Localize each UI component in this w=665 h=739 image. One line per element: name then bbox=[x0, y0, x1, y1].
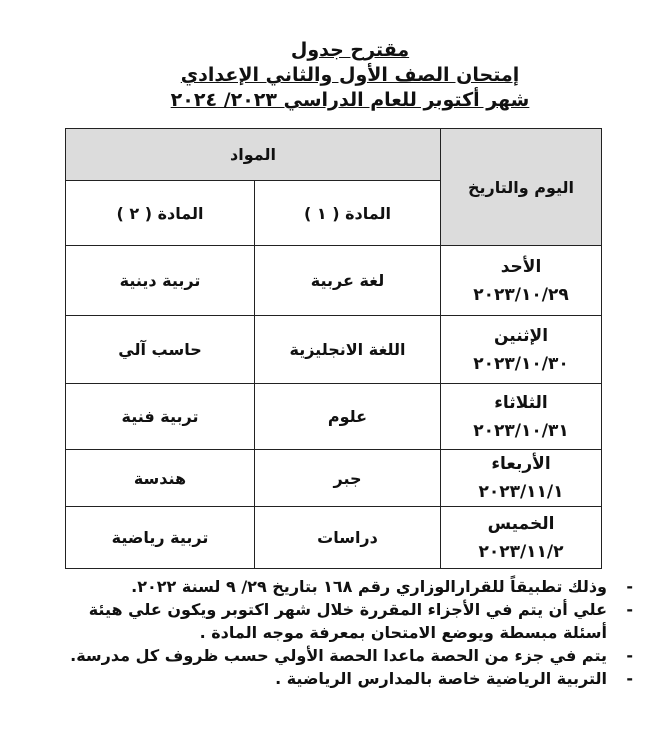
table-row: الخميس ٢٠٢٣/١١/٢ دراسات تربية رياضية bbox=[65, 506, 602, 569]
table-row: الإثنين ٢٠٢٣/١٠/٣٠ اللغة الانجليزية حاسب … bbox=[65, 315, 602, 384]
title-line-2: إمتحان الصف الأول والثاني الإعدادي bbox=[180, 64, 520, 86]
bullet: - bbox=[626, 646, 633, 665]
date: ٢٠٢٣/١٠/٢٩ bbox=[473, 284, 569, 305]
bullet: - bbox=[626, 669, 633, 688]
subject-1-cell: جبر bbox=[254, 449, 441, 507]
header-subject-1: المادة ( ١ ) bbox=[254, 180, 441, 246]
bullet: - bbox=[626, 600, 633, 619]
subject-1-cell: دراسات bbox=[254, 506, 441, 569]
note-item: - التربية الرياضية خاصة بالمدارس الرياضية… bbox=[40, 667, 637, 690]
day-date-cell: الخميس ٢٠٢٣/١١/٢ bbox=[440, 506, 602, 569]
day-date-cell: الإثنين ٢٠٢٣/١٠/٣٠ bbox=[440, 315, 602, 384]
document-title-block: مقترح جدول إمتحان الصف الأول والثاني الإ… bbox=[140, 38, 560, 113]
date: ٢٠٢٣/١٠/٣١ bbox=[473, 420, 569, 441]
note-item: - يتم في جزء من الحصة ماعدا الحصة الأولي … bbox=[40, 644, 637, 667]
day-date-cell: الأحد ٢٠٢٣/١٠/٢٩ bbox=[440, 245, 602, 316]
subject-2-cell: تربية رياضية bbox=[65, 506, 255, 569]
exam-schedule-table: اليوم والتاريخ المواد المادة ( ١ ) الماد… bbox=[65, 128, 602, 569]
day: الخميس bbox=[487, 513, 555, 534]
subject-1-cell: علوم bbox=[254, 383, 441, 450]
table-row: الأربعاء ٢٠٢٣/١١/١ جبر هندسة bbox=[65, 449, 602, 507]
day: الإثنين bbox=[493, 325, 549, 346]
note-text: علي أن يتم في الأجزاء المقررة خلال شهر ا… bbox=[88, 600, 607, 642]
subject-2-cell: تربية فنية bbox=[65, 383, 255, 450]
date: ٢٠٢٣/١٠/٣٠ bbox=[473, 353, 569, 374]
subject-2-cell: حاسب آلي bbox=[65, 315, 255, 384]
header-day-date: اليوم والتاريخ bbox=[440, 128, 602, 246]
note-text: التربية الرياضية خاصة بالمدارس الرياضية … bbox=[275, 669, 607, 688]
header-subjects: المواد bbox=[65, 128, 441, 181]
title-line-3: شهر أكتوبر للعام الدراسي ٢٠٢٣/ ٢٠٢٤ bbox=[170, 89, 530, 111]
bullet: - bbox=[626, 577, 633, 596]
table-row: الأحد ٢٠٢٣/١٠/٢٩ لغة عربية تربية دينية bbox=[65, 245, 602, 316]
note-item: - علي أن يتم في الأجزاء المقررة خلال شهر … bbox=[40, 598, 637, 644]
day-date-cell: الأربعاء ٢٠٢٣/١١/١ bbox=[440, 449, 602, 507]
title-line-1: مقترح جدول bbox=[290, 39, 410, 61]
note-text: يتم في جزء من الحصة ماعدا الحصة الأولي ح… bbox=[70, 646, 607, 665]
notes-list: - وذلك تطبيقاً للقرارالوزاري رقم ١٦٨ بتار… bbox=[40, 575, 637, 690]
day-date-cell: الثلاثاء ٢٠٢٣/١٠/٣١ bbox=[440, 383, 602, 450]
subject-1-cell: اللغة الانجليزية bbox=[254, 315, 441, 384]
day: الأحد bbox=[500, 256, 542, 277]
note-item: - وذلك تطبيقاً للقرارالوزاري رقم ١٦٨ بتار… bbox=[40, 575, 637, 598]
day: الأربعاء bbox=[491, 454, 551, 474]
header-subject-2: المادة ( ٢ ) bbox=[65, 180, 255, 246]
date: ٢٠٢٣/١١/٢ bbox=[478, 541, 564, 562]
table-row: الثلاثاء ٢٠٢٣/١٠/٣١ علوم تربية فنية bbox=[65, 383, 602, 450]
date: ٢٠٢٣/١١/١ bbox=[478, 482, 564, 502]
subject-2-cell: تربية دينية bbox=[65, 245, 255, 316]
day: الثلاثاء bbox=[494, 392, 548, 413]
subject-2-cell: هندسة bbox=[65, 449, 255, 507]
subject-1-cell: لغة عربية bbox=[254, 245, 441, 316]
note-text: وذلك تطبيقاً للقرارالوزاري رقم ١٦٨ بتاري… bbox=[131, 577, 607, 596]
